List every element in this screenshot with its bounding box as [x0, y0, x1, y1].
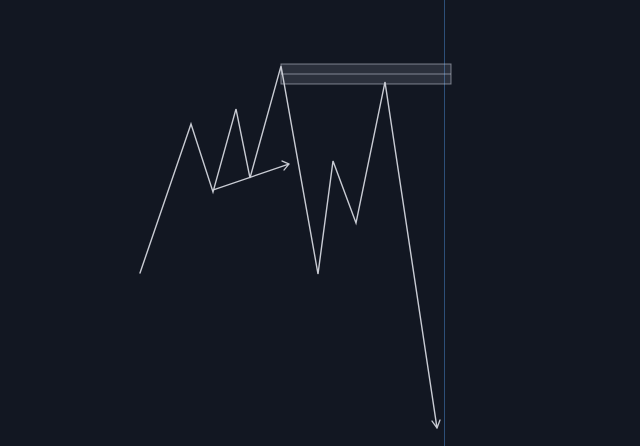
small-arrow-line[interactable]	[212, 163, 290, 191]
zigzag-price-path[interactable]	[139, 65, 438, 429]
small-arrow-head-icon	[281, 160, 290, 171]
down-arrow-head-icon	[431, 419, 441, 429]
